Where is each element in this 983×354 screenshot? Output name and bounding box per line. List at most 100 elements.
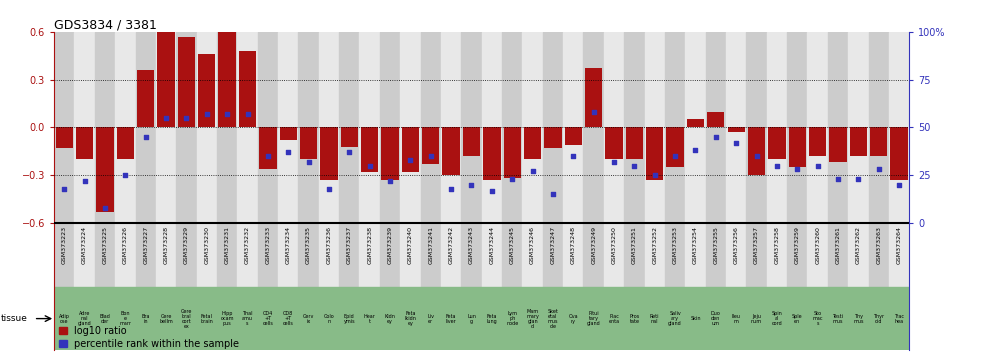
Point [341, 149, 357, 155]
Text: CD8
+T
cells: CD8 +T cells [283, 311, 294, 326]
Text: GSM373250: GSM373250 [611, 226, 616, 264]
Text: GSM373262: GSM373262 [856, 226, 861, 264]
Bar [666, 127, 684, 167]
Text: Spin
al
cord: Spin al cord [772, 311, 782, 326]
Bar [421, 32, 441, 350]
Point [423, 153, 438, 159]
Text: Adre
nal
gland: Adre nal gland [78, 311, 91, 326]
Text: GSM373243: GSM373243 [469, 226, 474, 264]
Text: GSM373256: GSM373256 [733, 226, 738, 264]
Text: GSM373224: GSM373224 [83, 226, 87, 264]
Text: GSM373228: GSM373228 [163, 226, 168, 264]
Bar [299, 32, 318, 350]
Point [850, 176, 866, 182]
Bar [320, 127, 337, 180]
Point [607, 159, 622, 165]
Point [403, 157, 419, 163]
Point [810, 163, 826, 169]
Text: GSM373227: GSM373227 [144, 226, 148, 264]
Bar [379, 32, 400, 350]
Text: GSM373251: GSM373251 [632, 226, 637, 264]
Text: GSM373241: GSM373241 [429, 226, 434, 264]
Bar [870, 127, 888, 156]
Text: GSM373252: GSM373252 [653, 226, 658, 264]
Point [260, 153, 275, 159]
Point [586, 109, 602, 115]
Bar [279, 127, 297, 140]
Bar [563, 32, 584, 350]
Text: Colo
n: Colo n [323, 314, 334, 324]
Text: Pros
tate: Pros tate [629, 314, 640, 324]
Point [667, 153, 683, 159]
Text: Kidn
ey: Kidn ey [384, 314, 395, 324]
Bar [848, 32, 869, 350]
Bar [665, 32, 685, 350]
Bar [707, 112, 724, 127]
Text: Adip
ose: Adip ose [59, 314, 70, 324]
Text: GSM373248: GSM373248 [571, 226, 576, 264]
Bar [685, 32, 706, 350]
Bar [402, 127, 419, 172]
Text: GSM373259: GSM373259 [795, 226, 800, 264]
Bar [237, 32, 258, 350]
Bar [767, 32, 787, 350]
Bar [197, 32, 217, 350]
Text: GSM373237: GSM373237 [347, 226, 352, 264]
Point [769, 163, 784, 169]
Text: Skin: Skin [690, 316, 701, 321]
Point [647, 172, 663, 178]
Bar [96, 127, 114, 212]
Bar [482, 32, 502, 350]
Point [789, 167, 805, 172]
Bar [606, 127, 622, 159]
Point [443, 186, 459, 192]
Bar [769, 127, 785, 159]
Text: GSM373255: GSM373255 [714, 226, 719, 264]
Bar [727, 127, 745, 132]
Bar [176, 32, 197, 350]
Point [464, 182, 480, 188]
Point [301, 159, 317, 165]
Bar [94, 32, 115, 350]
Bar [645, 32, 665, 350]
Point [871, 167, 887, 172]
Text: Bra
in: Bra in [142, 314, 150, 324]
Bar [157, 32, 175, 127]
Point [179, 115, 195, 121]
Text: Fetal
brain: Fetal brain [201, 314, 213, 324]
Text: Thyr
oid: Thyr oid [873, 314, 885, 324]
Text: GSM373263: GSM373263 [876, 226, 881, 264]
Text: Thy
mus: Thy mus [853, 314, 864, 324]
Bar [239, 51, 257, 127]
Point [749, 153, 765, 159]
Text: Sket
etal
mus
cle: Sket etal mus cle [548, 309, 558, 329]
Bar [584, 32, 604, 350]
Text: Liv
er: Liv er [428, 314, 434, 324]
Point [199, 111, 214, 117]
Point [565, 153, 581, 159]
Point [56, 186, 72, 192]
Bar [503, 127, 521, 178]
Text: GSM373231: GSM373231 [225, 226, 230, 264]
Point [484, 188, 499, 193]
Text: Mam
mary
glan
d: Mam mary glan d [526, 309, 539, 329]
Bar [76, 127, 93, 159]
Text: Cerv
ix: Cerv ix [303, 314, 315, 324]
Text: Reti
nal: Reti nal [650, 314, 660, 324]
Bar [748, 127, 765, 175]
Text: GSM373225: GSM373225 [102, 226, 107, 264]
Text: Feta
lung: Feta lung [487, 314, 497, 324]
Bar [585, 69, 603, 127]
Bar [564, 127, 582, 145]
Bar [56, 127, 73, 148]
Bar [869, 32, 889, 350]
Point [321, 186, 337, 192]
Text: GSM373246: GSM373246 [530, 226, 535, 264]
Point [77, 178, 92, 184]
Bar [54, 287, 909, 350]
Bar [545, 127, 561, 148]
Text: GSM373239: GSM373239 [387, 226, 392, 264]
Bar [624, 32, 645, 350]
Text: Trac
hea: Trac hea [895, 314, 904, 324]
Text: GSM373242: GSM373242 [448, 226, 453, 264]
